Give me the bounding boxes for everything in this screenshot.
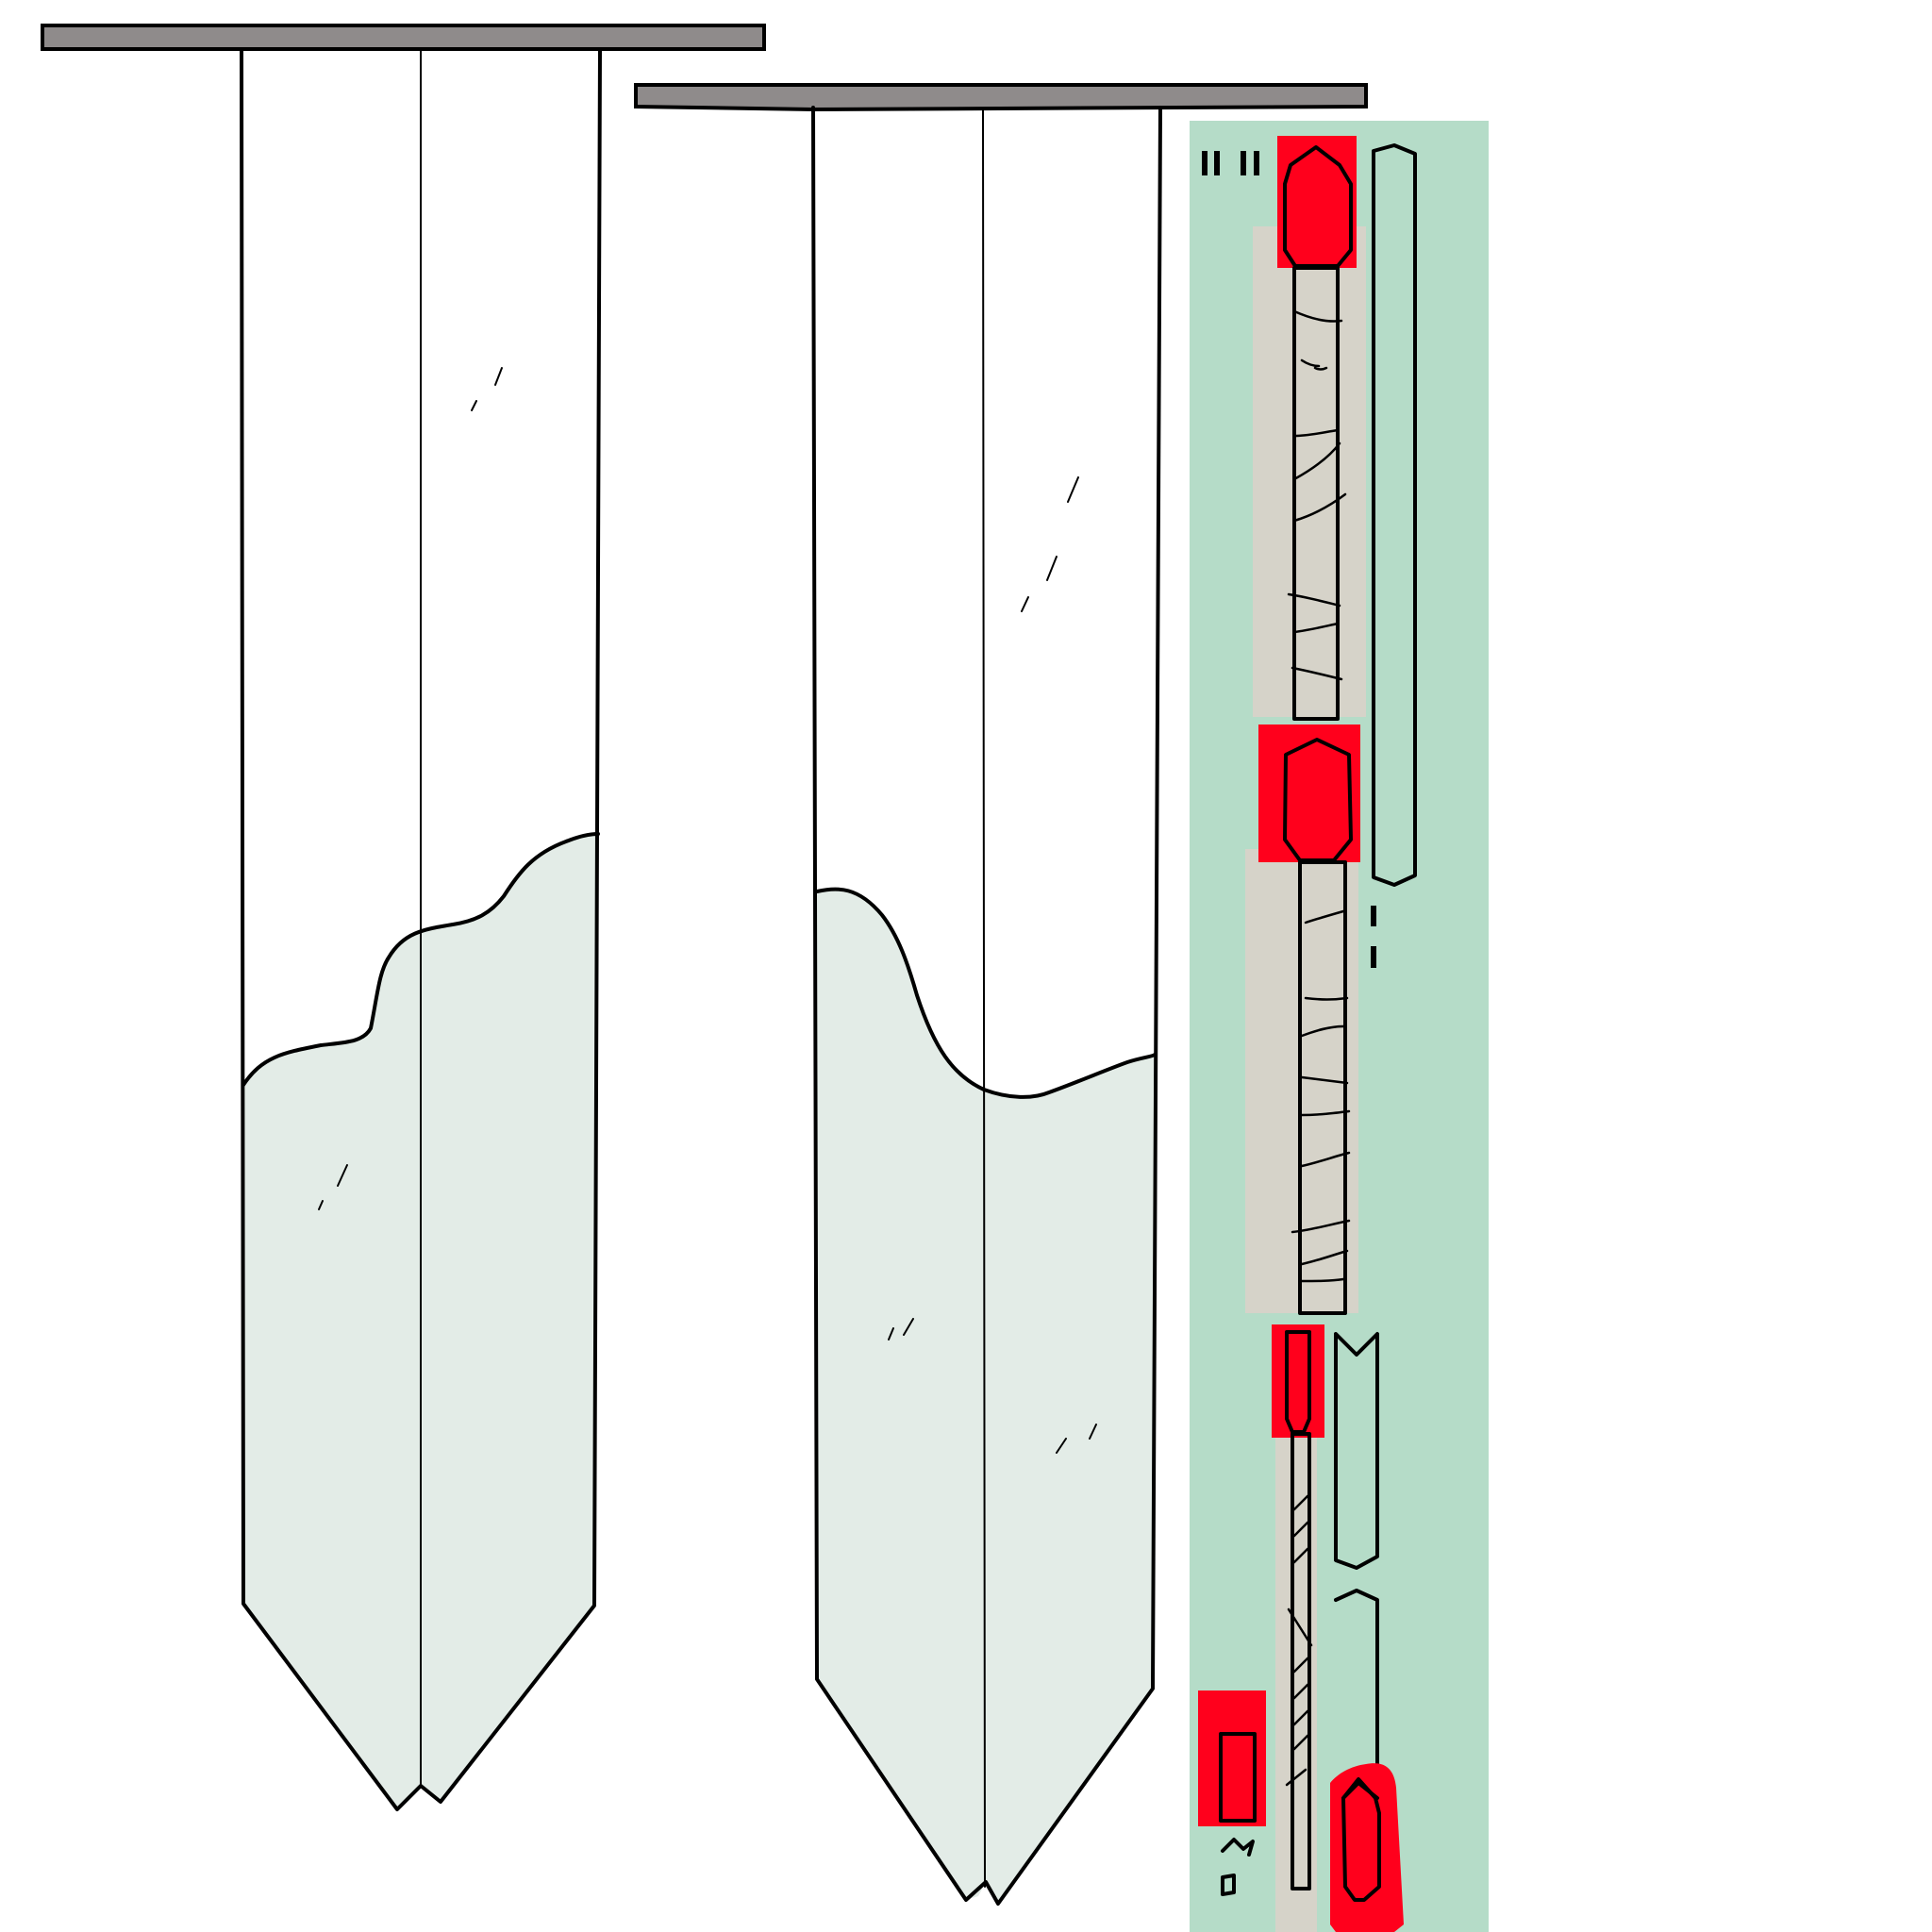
- top-cap-icon: [1283, 145, 1353, 268]
- bottom-right-cap-top: [1341, 1781, 1379, 1800]
- middle-cap-icon: [1283, 738, 1353, 862]
- middle-curtain-water-fill: [817, 889, 1155, 1904]
- middle-curtain-center-seam: [982, 108, 986, 1888]
- lower-rod-twist-marks: [1285, 1494, 1313, 1787]
- middle-rod: [1298, 860, 1347, 1315]
- lower-side-bar-upper: [1334, 1332, 1379, 1570]
- left-curtain: [41, 24, 766, 1811]
- top-rod-twist-marks: [1287, 309, 1347, 681]
- middle-curtain: [634, 83, 1368, 1906]
- lower-cap-highlight: [1272, 1324, 1324, 1438]
- middle-curtain-glint-marks: [888, 476, 1097, 1454]
- middle-cap-highlight: [1258, 724, 1360, 862]
- beige-strip-top: [1253, 226, 1366, 717]
- side-bracket-mark: [1221, 1838, 1255, 1857]
- middle-curtain-outline: [811, 106, 1162, 1906]
- tick-marks-top: [1202, 151, 1259, 175]
- top-side-bar: [1372, 143, 1417, 887]
- side-block-icon: [1219, 1732, 1257, 1823]
- middle-curtain-water-line: [815, 887, 1157, 1099]
- middle-curtain-rail: [634, 83, 1368, 112]
- left-curtain-glint-marks: [318, 367, 503, 1210]
- parts-sidebar: [1190, 121, 1489, 1932]
- small-square-mark: [1221, 1874, 1236, 1896]
- lower-side-bar-lower: [1334, 1589, 1379, 1800]
- left-curtain-water-line: [242, 832, 600, 1087]
- middle-rod-twist-marks: [1291, 909, 1351, 1283]
- left-curtain-rail: [41, 24, 766, 51]
- lower-thin-rod: [1291, 1432, 1311, 1890]
- top-rod: [1292, 266, 1340, 721]
- top-cap-highlight: [1277, 136, 1357, 268]
